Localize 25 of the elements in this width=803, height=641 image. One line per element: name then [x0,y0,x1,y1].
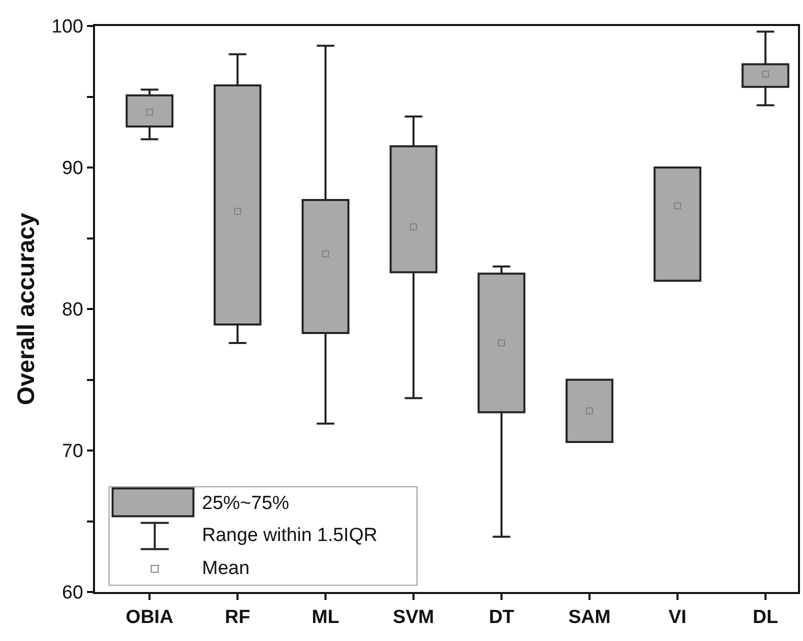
point [410,223,418,230]
x-tick-label: RF [224,606,250,628]
point [586,407,593,414]
x-tick-label: OBIA [126,606,174,628]
y-tick-label: 70 [62,441,84,462]
point [674,202,681,210]
x-tick-label: DT [488,606,515,628]
y-axis-title: Overall accuracy [13,212,40,406]
point [322,250,330,258]
annotation: Range within 1.5IQR [202,525,378,546]
y-tick-label: 60 [62,582,84,604]
legend-label: Mean [202,558,250,579]
x-tick-label: DL [752,606,779,628]
x-tick-label: ML [312,606,340,628]
point [498,339,505,346]
y-tick-label: 80 [62,300,84,321]
legend-label: 25%~75% [202,493,290,514]
point [234,208,242,215]
x-tick-label: SAM [568,606,611,628]
point [762,70,769,78]
point [146,108,154,116]
y-tick-label: 100 [51,16,84,38]
y-tick-label: 90 [62,158,84,180]
x-tick-label: SVM [392,606,434,628]
x-tick-label: VI [668,606,686,628]
